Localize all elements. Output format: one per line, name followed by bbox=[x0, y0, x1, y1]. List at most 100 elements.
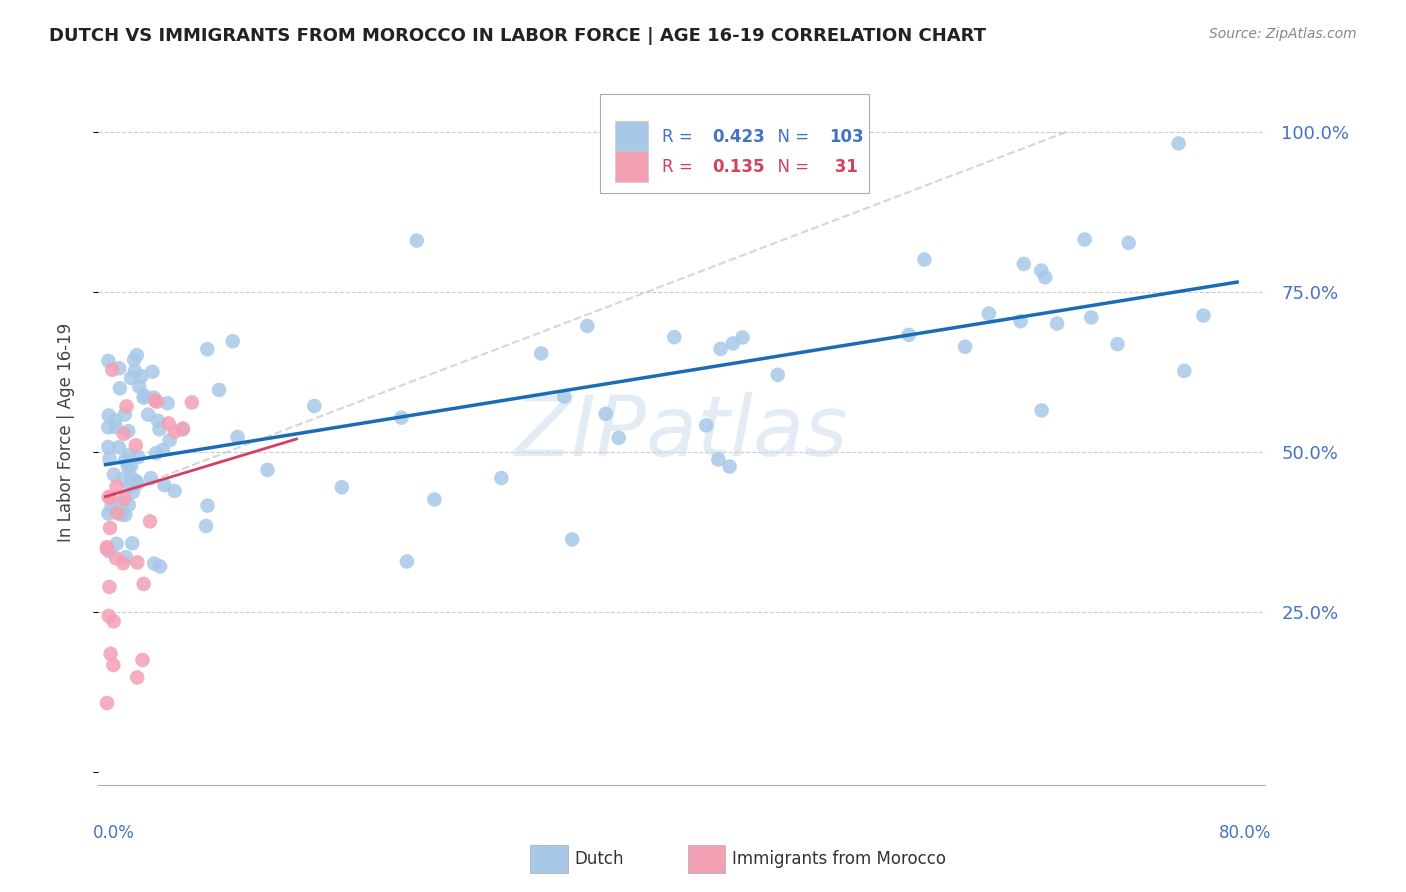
Point bbox=[146, 394, 169, 409]
Point bbox=[1080, 310, 1102, 325]
Point bbox=[125, 438, 148, 452]
Point bbox=[121, 471, 143, 485]
Point bbox=[1031, 263, 1053, 277]
Point bbox=[1010, 314, 1032, 328]
Point bbox=[120, 458, 142, 473]
Point bbox=[125, 476, 148, 491]
Point bbox=[105, 537, 128, 551]
Point bbox=[100, 500, 122, 514]
Point bbox=[208, 383, 231, 397]
Text: Dutch: Dutch bbox=[575, 850, 624, 868]
Point bbox=[127, 670, 149, 684]
Point bbox=[118, 448, 141, 462]
Point bbox=[108, 381, 131, 395]
Point bbox=[159, 433, 181, 447]
Point bbox=[897, 327, 920, 342]
Point bbox=[101, 362, 124, 376]
Point bbox=[256, 463, 278, 477]
Point bbox=[149, 559, 172, 574]
Text: ZIPatlas: ZIPatlas bbox=[515, 392, 849, 473]
Point bbox=[97, 420, 120, 434]
Point bbox=[731, 330, 754, 344]
Point bbox=[142, 391, 165, 405]
Point bbox=[139, 515, 162, 529]
Point bbox=[117, 424, 139, 438]
Point bbox=[912, 252, 935, 267]
Point bbox=[97, 354, 120, 368]
Point bbox=[110, 508, 132, 522]
Point bbox=[152, 442, 174, 457]
Text: R =: R = bbox=[662, 158, 697, 176]
Point bbox=[389, 410, 412, 425]
Point bbox=[107, 440, 129, 454]
Point bbox=[695, 418, 717, 433]
Point bbox=[98, 521, 121, 535]
Point bbox=[1107, 337, 1129, 351]
Point bbox=[304, 399, 326, 413]
Point bbox=[553, 390, 575, 404]
FancyBboxPatch shape bbox=[616, 121, 648, 153]
Point bbox=[103, 467, 125, 482]
Point bbox=[1012, 257, 1035, 271]
Point bbox=[105, 506, 128, 520]
Point bbox=[576, 318, 599, 333]
Point bbox=[114, 453, 136, 467]
Text: 103: 103 bbox=[830, 128, 863, 146]
Point bbox=[153, 478, 176, 492]
Point bbox=[131, 653, 153, 667]
Text: 80.0%: 80.0% bbox=[1219, 823, 1271, 842]
Point bbox=[330, 480, 353, 494]
FancyBboxPatch shape bbox=[688, 845, 725, 873]
Point bbox=[122, 484, 145, 499]
Point bbox=[491, 471, 513, 485]
Point bbox=[103, 658, 125, 673]
Point bbox=[124, 364, 146, 378]
Point bbox=[1167, 136, 1189, 151]
Point bbox=[105, 480, 128, 494]
Point bbox=[104, 420, 127, 434]
Point bbox=[127, 555, 149, 569]
Point bbox=[148, 422, 170, 436]
Point bbox=[97, 544, 120, 558]
Point bbox=[118, 479, 141, 493]
Point bbox=[114, 508, 136, 522]
Point bbox=[1073, 232, 1095, 246]
Point bbox=[96, 696, 118, 710]
Point bbox=[104, 413, 127, 427]
Point bbox=[1033, 270, 1056, 285]
Text: N =: N = bbox=[768, 128, 814, 146]
Point bbox=[163, 483, 186, 498]
Point bbox=[100, 647, 122, 661]
Point bbox=[707, 452, 730, 467]
Point bbox=[114, 408, 136, 422]
Point bbox=[156, 396, 179, 410]
Point bbox=[195, 342, 218, 356]
Point bbox=[561, 533, 583, 547]
Point bbox=[1192, 309, 1215, 323]
Point bbox=[607, 431, 630, 445]
Text: N =: N = bbox=[768, 158, 814, 176]
Point bbox=[118, 498, 141, 512]
Point bbox=[112, 472, 135, 486]
Point bbox=[97, 507, 120, 521]
Point bbox=[103, 615, 125, 629]
Point bbox=[132, 577, 155, 591]
Point bbox=[197, 499, 219, 513]
Point bbox=[117, 460, 139, 475]
Point bbox=[125, 348, 148, 362]
Point bbox=[112, 491, 135, 506]
Y-axis label: In Labor Force | Age 16-19: In Labor Force | Age 16-19 bbox=[56, 323, 75, 542]
Point bbox=[145, 446, 167, 460]
Point bbox=[180, 395, 202, 409]
Point bbox=[131, 369, 153, 384]
Point bbox=[121, 536, 143, 550]
Point bbox=[110, 495, 132, 509]
Point bbox=[710, 342, 733, 356]
Point bbox=[96, 540, 118, 554]
Text: Source: ZipAtlas.com: Source: ZipAtlas.com bbox=[1209, 27, 1357, 41]
Point bbox=[530, 346, 553, 360]
Point bbox=[977, 307, 1000, 321]
FancyBboxPatch shape bbox=[600, 95, 869, 193]
Point bbox=[195, 519, 218, 533]
Point bbox=[124, 474, 146, 488]
